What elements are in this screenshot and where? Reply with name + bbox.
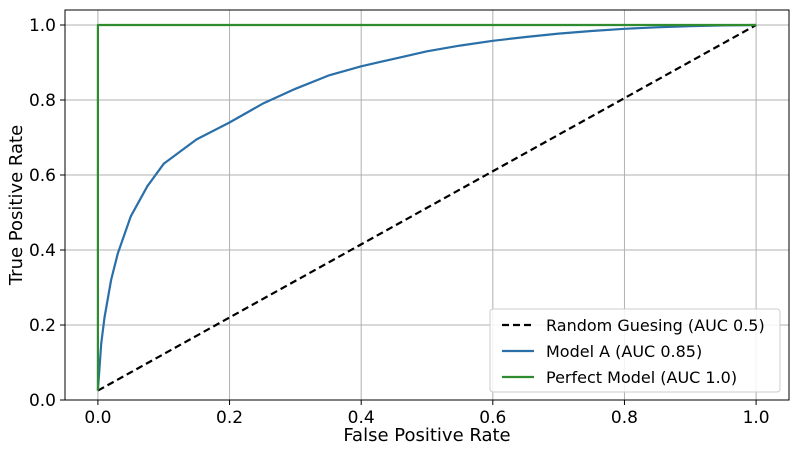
x-tick-label: 0.4 — [348, 408, 375, 428]
y-tick-label: 0.0 — [29, 391, 56, 411]
legend-entry-random: Random Guesing (AUC 0.5) — [546, 316, 765, 335]
series-lines — [96, 23, 757, 392]
y-tick-label: 0.8 — [29, 91, 56, 111]
axis-ticks: 0.0 0.2 0.4 0.6 0.8 1.0 0.0 0.2 0.4 0.6 0.8 1.0 — [29, 16, 770, 428]
x-tick-label: 0.0 — [84, 408, 111, 428]
legend-entry-perfect: Perfect Model (AUC 1.0) — [546, 368, 737, 387]
y-tick-label: 1.0 — [29, 16, 56, 36]
model-a-line — [96, 23, 757, 391]
legend-box — [489, 308, 781, 393]
x-tick-label: 0.8 — [611, 408, 638, 428]
plot-frame — [64, 9, 790, 401]
x-tick-label: 0.6 — [479, 408, 506, 428]
y-tick-label: 0.4 — [29, 241, 56, 261]
x-axis-label: False Positive Rate — [343, 425, 510, 446]
legend-entry-model-a: Model A (AUC 0.85) — [546, 342, 702, 361]
perfect-model-line — [96, 23, 757, 391]
x-tick-label: 1.0 — [743, 408, 770, 428]
y-axis-label: True Positive Rate — [6, 125, 27, 286]
random-guess-line — [97, 24, 757, 392]
x-tick-label: 0.2 — [216, 408, 243, 428]
y-tick-label: 0.2 — [29, 316, 56, 336]
y-tick-label: 0.6 — [29, 166, 56, 186]
legend: Random Guesing (AUC 0.5) Model A (AUC 0.8… — [489, 308, 781, 393]
